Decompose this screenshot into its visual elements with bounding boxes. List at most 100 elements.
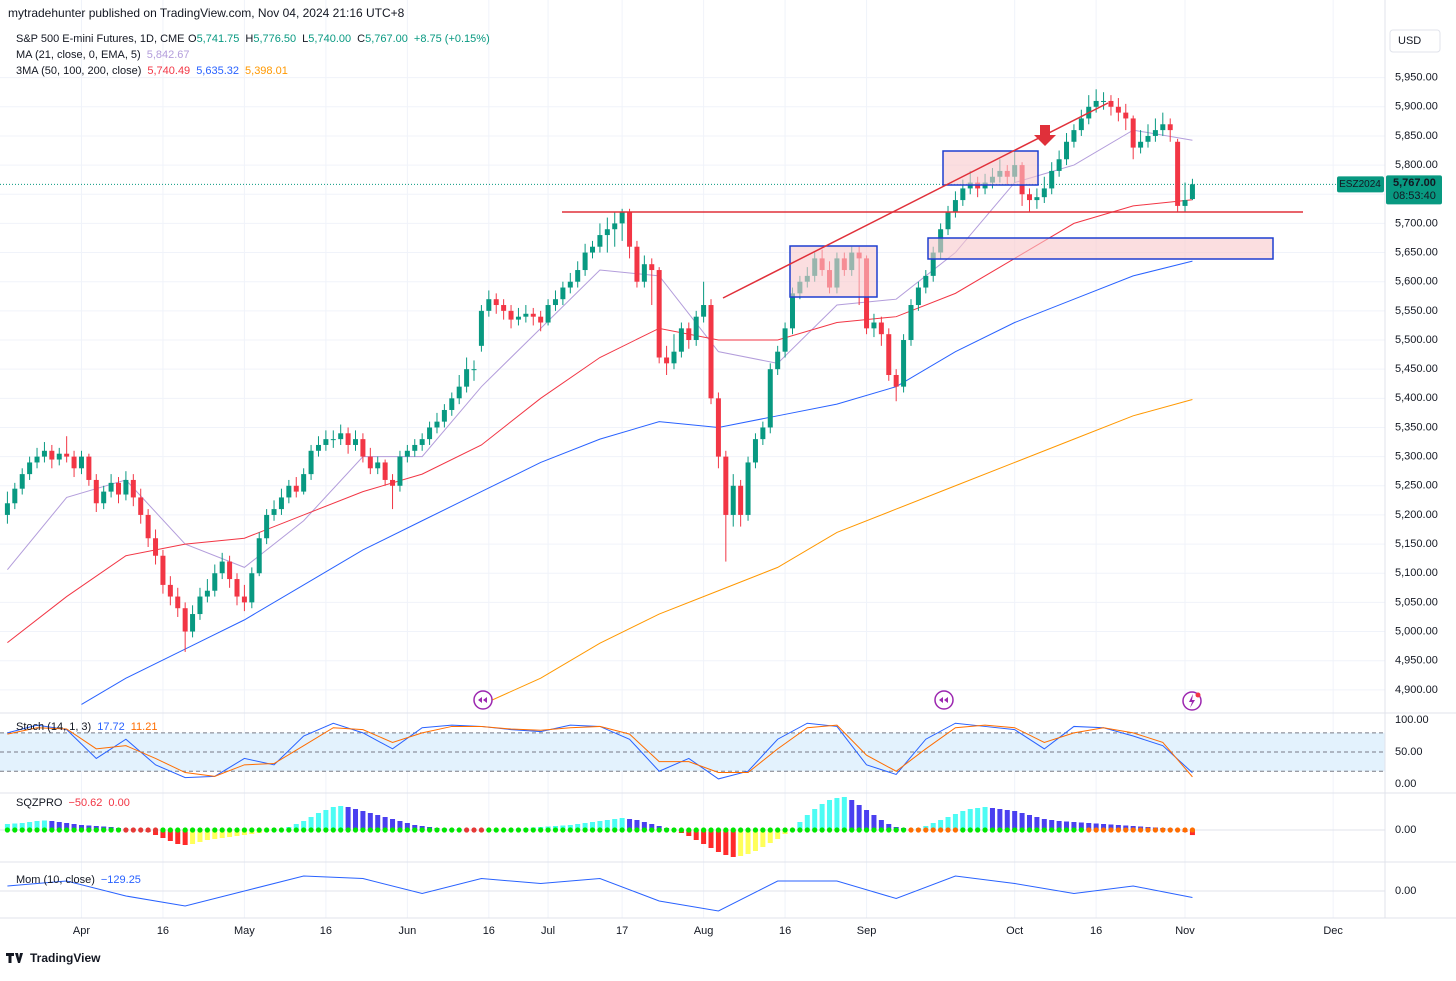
squeeze-dot bbox=[619, 827, 625, 833]
histogram-bar bbox=[819, 804, 825, 830]
histogram-bar bbox=[856, 805, 862, 830]
squeeze-dot bbox=[352, 827, 359, 833]
squeeze-dot bbox=[12, 827, 18, 833]
histogram-bar bbox=[960, 811, 966, 830]
squeeze-dot bbox=[893, 827, 899, 833]
candle-body bbox=[960, 188, 966, 201]
histogram-bar bbox=[619, 818, 625, 830]
candle-body bbox=[264, 514, 270, 539]
candle-body bbox=[1182, 200, 1188, 206]
candle-body bbox=[789, 293, 795, 329]
candle-body bbox=[427, 427, 433, 440]
histogram-bar bbox=[397, 821, 403, 830]
histogram-bar bbox=[878, 820, 884, 830]
squeeze-dot bbox=[1115, 827, 1121, 833]
candle-body bbox=[693, 316, 699, 341]
candle-body bbox=[71, 456, 77, 469]
histogram-bar bbox=[353, 809, 359, 830]
squeeze-dot bbox=[1100, 827, 1107, 833]
footer-brand: TradingView bbox=[30, 951, 101, 965]
squeeze-dot bbox=[501, 827, 507, 833]
candle-body bbox=[1071, 130, 1077, 142]
histogram-bar bbox=[989, 808, 995, 830]
histogram-bar bbox=[641, 822, 647, 830]
candle-body bbox=[219, 561, 225, 574]
indicator-name: 3MA (50, 100, 200, close) bbox=[16, 65, 141, 77]
candle-body bbox=[464, 369, 470, 387]
histogram-bar bbox=[730, 830, 736, 857]
squeeze-dot bbox=[582, 827, 588, 833]
squeeze-dot bbox=[315, 827, 322, 833]
squeeze-dot bbox=[338, 827, 344, 833]
candle-body bbox=[641, 264, 647, 282]
candle-body bbox=[493, 299, 499, 306]
candle-body bbox=[197, 596, 203, 615]
candle-body bbox=[1167, 124, 1173, 131]
candle-body bbox=[212, 573, 218, 591]
candle-body bbox=[204, 590, 210, 597]
squeeze-dot bbox=[552, 827, 559, 833]
candle-body bbox=[227, 561, 233, 580]
candle-body bbox=[597, 235, 603, 247]
ohlc-key: C bbox=[357, 33, 365, 45]
squeeze-dot bbox=[486, 827, 492, 833]
y-tick-label: 100.00 bbox=[1395, 714, 1429, 726]
indicator-value: −50.62 bbox=[68, 797, 102, 809]
indicator-name: Stoch (14, 1, 3) bbox=[16, 721, 91, 733]
squeeze-dot bbox=[730, 827, 736, 833]
squeeze-dot bbox=[923, 827, 929, 833]
candle-body bbox=[1041, 188, 1047, 198]
squeeze-dot bbox=[78, 827, 85, 833]
squeeze-dot bbox=[1093, 827, 1099, 833]
moving-average bbox=[7, 199, 1193, 644]
indicator-value: 11.21 bbox=[131, 721, 158, 733]
squeeze-dot bbox=[138, 827, 144, 833]
candle-body bbox=[545, 305, 551, 323]
histogram-bar bbox=[701, 830, 707, 844]
ohlc-key: O bbox=[188, 33, 197, 45]
histogram-bar bbox=[308, 817, 314, 830]
squeeze-dot bbox=[1123, 827, 1129, 833]
candle-body bbox=[1123, 112, 1129, 119]
candle-body bbox=[367, 456, 373, 469]
change: +8.75 (+0.15%) bbox=[414, 33, 490, 45]
x-tick-label: 16 bbox=[1090, 925, 1102, 937]
histogram-bar bbox=[1086, 823, 1092, 830]
squeeze-dot bbox=[612, 827, 618, 833]
candle-body bbox=[1160, 124, 1166, 131]
y-tick-label: 5,350.00 bbox=[1395, 421, 1438, 433]
squeeze-dot bbox=[678, 827, 684, 833]
squeeze-dot bbox=[449, 827, 455, 833]
candle-body bbox=[271, 509, 277, 515]
histogram-bar bbox=[175, 830, 181, 844]
candle-body bbox=[760, 427, 766, 440]
currency[interactable]: USD bbox=[1398, 35, 1421, 47]
y-tick-label: 50.00 bbox=[1395, 746, 1423, 758]
squeeze-dot bbox=[886, 827, 892, 833]
squeeze-dot bbox=[538, 827, 544, 833]
y-tick-label: 5,300.00 bbox=[1395, 451, 1438, 463]
candle-body bbox=[515, 316, 521, 320]
squeeze-dot bbox=[330, 827, 336, 833]
y-tick-label: 5,900.00 bbox=[1395, 101, 1438, 113]
y-tick-label: 0.00 bbox=[1395, 885, 1416, 897]
histogram-bar bbox=[841, 797, 847, 830]
currency-button[interactable]: USD bbox=[1389, 29, 1441, 53]
squeeze-dot bbox=[152, 827, 159, 833]
candle-body bbox=[627, 211, 633, 247]
histogram-bar bbox=[945, 817, 951, 830]
squeeze-dot bbox=[264, 827, 270, 833]
squeeze-dot bbox=[360, 827, 366, 833]
indicator-name: MA (21, close, 0, EMA, 5) bbox=[16, 49, 141, 61]
candle-body bbox=[19, 474, 25, 489]
histogram-bar bbox=[997, 809, 1003, 830]
candle-body bbox=[412, 444, 418, 451]
squeeze-dot bbox=[1056, 827, 1062, 833]
price-label: 5,767.00 bbox=[1393, 177, 1436, 189]
histogram-bar bbox=[1012, 811, 1018, 830]
squeeze-dot bbox=[123, 827, 129, 833]
ohlc-key: H bbox=[245, 33, 253, 45]
histogram-bar bbox=[64, 823, 70, 830]
histogram-bar bbox=[293, 824, 299, 830]
histogram-bar bbox=[627, 819, 633, 830]
